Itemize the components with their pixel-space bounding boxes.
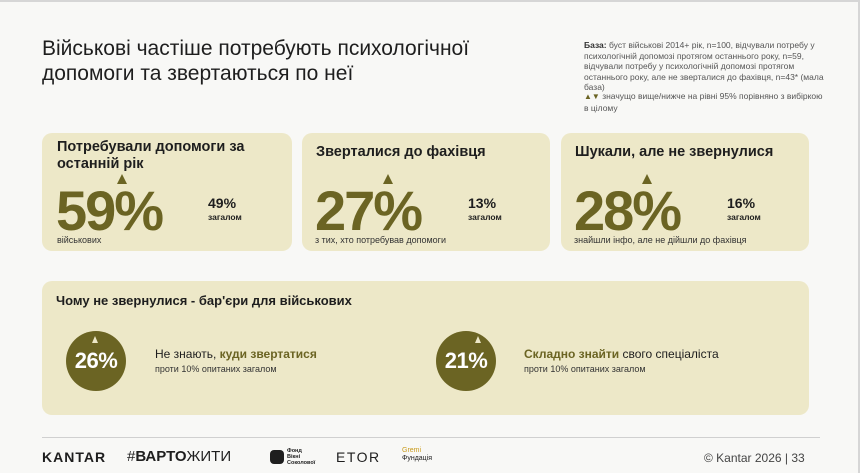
card-value: 28% bbox=[574, 179, 682, 242]
stat-card-contacted-specialist: Зверталися до фахівця 27% 13% загалом з … bbox=[302, 133, 550, 251]
varto-bold: ВАРТО bbox=[135, 448, 187, 465]
barriers-title: Чому не звернулися - бар'єри для військо… bbox=[56, 293, 352, 308]
barrier-highlight: Складно знайти bbox=[524, 347, 620, 361]
barrier-text-before: Не знають, bbox=[155, 347, 220, 361]
card-subtitle: військових bbox=[57, 235, 102, 245]
card-compare-label: загалом bbox=[468, 212, 502, 222]
base-note-label: База: bbox=[584, 40, 607, 50]
barrier-highlight: куди звертатися bbox=[219, 347, 317, 361]
right-border bbox=[858, 0, 860, 473]
barrier-value-circle: 21% bbox=[436, 331, 496, 391]
stat-card-needed-help: Потребували допомоги за останній рік 59%… bbox=[42, 133, 292, 251]
stat-card-searched-not-contacted: Шукали, але не звернулися 28% 16% загало… bbox=[561, 133, 809, 251]
significance-up-icon bbox=[383, 174, 393, 184]
foundation-line-2: Вікні bbox=[287, 454, 301, 460]
barrier-text: Складно знайти свого спеціаліста bbox=[524, 347, 719, 361]
gremi-line-1: Gremi bbox=[402, 447, 422, 454]
card-compare-label: загалом bbox=[208, 212, 242, 222]
kantar-logo: KANTAR bbox=[42, 449, 107, 465]
card-compare-value: 16% bbox=[727, 195, 756, 211]
copyright-page-number: © Kantar 2026 | 33 bbox=[704, 451, 805, 465]
etor-logo: ETOR bbox=[336, 449, 381, 465]
card-title: Шукали, але не звернулися bbox=[575, 144, 774, 160]
significance-legend: ▲▼ значущо вище/нижче на рівні 95% порів… bbox=[584, 91, 824, 113]
up-down-triangle-icon: ▲▼ bbox=[584, 92, 600, 101]
barrier-subtext: проти 10% опитаних загалом bbox=[155, 364, 277, 374]
barriers-panel bbox=[42, 281, 809, 415]
barrier-subtext: проти 10% опитаних загалом bbox=[524, 364, 646, 374]
significance-up-icon bbox=[92, 336, 98, 343]
significance-up-icon bbox=[117, 174, 127, 184]
gremi-line-2: Фундація bbox=[402, 455, 433, 462]
top-border bbox=[0, 0, 860, 2]
card-compare-value: 49% bbox=[208, 195, 237, 211]
slide-title: Військові частіше потребують психологічн… bbox=[42, 37, 470, 85]
card-compare-label: загалом bbox=[727, 212, 761, 222]
footer-divider bbox=[42, 437, 820, 438]
barrier-text-after: свого спеціаліста bbox=[619, 347, 719, 361]
significance-up-icon bbox=[475, 336, 481, 343]
foundation-logo-text: Фонд Вікні Соколової bbox=[287, 448, 327, 466]
card-title: Потребували допомоги за останній рік bbox=[57, 139, 245, 172]
card-subtitle: з тих, хто потребував допомоги bbox=[315, 235, 446, 245]
gremi-logo: Gremi Фундація bbox=[402, 447, 432, 463]
base-note: База: буст військові 2014+ рік, n=100, в… bbox=[584, 40, 824, 93]
card-compare-value: 13% bbox=[468, 195, 497, 211]
varto-zhyty-logo: #ВАРТОЖИТИ bbox=[127, 448, 231, 465]
card-subtitle: знайшли інфо, але не дійшли до фахівця bbox=[574, 235, 747, 245]
foundation-line-3: Соколової bbox=[287, 460, 316, 466]
legend-text: значущо вище/нижче на рівні 95% порівнян… bbox=[584, 91, 823, 113]
card-value: 27% bbox=[315, 179, 423, 242]
foundation-line-1: Фонд bbox=[287, 448, 302, 454]
varto-rest: ЖИТИ bbox=[186, 448, 232, 465]
barrier-value: 21% bbox=[444, 348, 488, 373]
barrier-text: Не знають, куди звертатися bbox=[155, 347, 317, 361]
barrier-value: 26% bbox=[74, 348, 118, 373]
varto-prefix: # bbox=[127, 448, 136, 465]
card-value: 59% bbox=[56, 179, 164, 242]
card-title: Зверталися до фахівця bbox=[316, 144, 486, 160]
foundation-mark-icon bbox=[270, 450, 284, 464]
base-note-text: буст військові 2014+ рік, n=100, відчува… bbox=[584, 40, 824, 92]
significance-up-icon bbox=[642, 174, 652, 184]
